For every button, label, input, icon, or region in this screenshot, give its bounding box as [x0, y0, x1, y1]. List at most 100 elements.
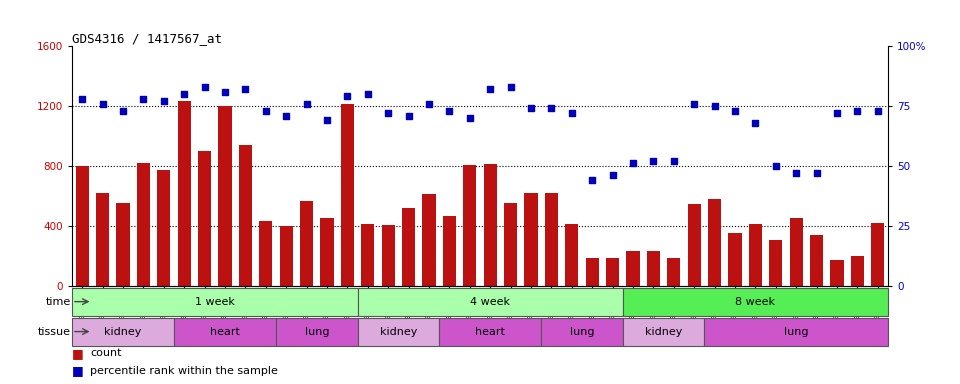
Bar	[440, 318, 541, 346]
Bar	[361, 223, 374, 286]
Bar	[300, 201, 313, 286]
Bar	[218, 106, 231, 286]
Bar	[174, 318, 276, 346]
Bar	[341, 104, 354, 286]
Point	[115, 108, 131, 114]
Point	[462, 115, 477, 121]
Bar	[504, 203, 517, 286]
Bar	[789, 218, 803, 286]
Point	[748, 120, 763, 126]
Text: time: time	[46, 296, 71, 307]
Bar	[76, 166, 89, 286]
Text: lung: lung	[784, 326, 808, 337]
Bar	[259, 221, 273, 286]
Bar	[116, 203, 130, 286]
Bar	[565, 224, 579, 286]
Bar	[667, 258, 681, 286]
Text: lung: lung	[569, 326, 594, 337]
Point	[421, 101, 437, 107]
Bar	[729, 233, 742, 286]
Point	[870, 108, 885, 114]
Point	[768, 163, 783, 169]
Bar	[810, 235, 824, 286]
Point	[380, 110, 396, 116]
Point	[75, 96, 90, 102]
Point	[646, 158, 661, 164]
Bar	[96, 193, 109, 286]
Point	[135, 96, 151, 102]
Point	[320, 117, 335, 123]
Bar	[279, 226, 293, 286]
Point	[483, 86, 498, 92]
Point	[850, 108, 865, 114]
Bar	[687, 204, 701, 286]
Bar	[321, 218, 334, 286]
Bar	[463, 165, 476, 286]
Point	[217, 89, 232, 95]
Bar	[541, 318, 623, 346]
Bar	[157, 170, 171, 286]
Point	[543, 105, 559, 111]
Bar	[443, 216, 456, 286]
Bar	[708, 199, 721, 286]
Bar	[647, 250, 660, 286]
Bar	[402, 208, 416, 286]
Text: 4 week: 4 week	[470, 296, 510, 307]
Bar	[136, 163, 150, 286]
Bar	[769, 240, 782, 286]
Bar	[626, 250, 639, 286]
Text: heart: heart	[475, 326, 505, 337]
Text: ■: ■	[72, 347, 84, 360]
Point	[788, 170, 804, 176]
Point	[197, 84, 212, 90]
Point	[585, 177, 600, 183]
Text: 1 week: 1 week	[195, 296, 235, 307]
Bar	[357, 318, 440, 346]
Text: count: count	[90, 348, 122, 358]
Text: heart: heart	[210, 326, 240, 337]
Bar	[276, 318, 357, 346]
Bar	[524, 193, 538, 286]
Point	[442, 108, 457, 114]
Text: 8 week: 8 week	[735, 296, 776, 307]
Bar	[623, 318, 705, 346]
Bar	[705, 318, 888, 346]
Text: kidney: kidney	[105, 326, 142, 337]
Point	[829, 110, 845, 116]
Text: ■: ■	[72, 364, 84, 377]
Bar	[544, 193, 558, 286]
Bar	[749, 223, 762, 286]
Text: tissue: tissue	[38, 326, 71, 337]
Bar	[422, 194, 436, 286]
Bar	[239, 145, 252, 286]
Bar	[198, 151, 211, 286]
Point	[299, 101, 314, 107]
Text: lung: lung	[304, 326, 329, 337]
Point	[156, 98, 172, 104]
Point	[523, 105, 539, 111]
Bar	[851, 257, 864, 286]
Text: kidney: kidney	[645, 326, 683, 337]
Point	[605, 172, 620, 179]
Bar	[484, 164, 497, 286]
Point	[666, 158, 682, 164]
Bar	[72, 318, 174, 346]
Bar	[72, 288, 357, 316]
Point	[625, 161, 640, 167]
Text: kidney: kidney	[380, 326, 417, 337]
Point	[95, 101, 110, 107]
Point	[809, 170, 825, 176]
Bar	[178, 101, 191, 286]
Bar	[871, 223, 884, 286]
Point	[686, 101, 702, 107]
Point	[278, 113, 294, 119]
Bar	[830, 260, 844, 286]
Bar	[623, 288, 888, 316]
Point	[177, 91, 192, 97]
Point	[728, 108, 743, 114]
Bar	[606, 258, 619, 286]
Point	[401, 113, 417, 119]
Bar	[586, 258, 599, 286]
Bar	[381, 225, 395, 286]
Text: GDS4316 / 1417567_at: GDS4316 / 1417567_at	[72, 32, 222, 45]
